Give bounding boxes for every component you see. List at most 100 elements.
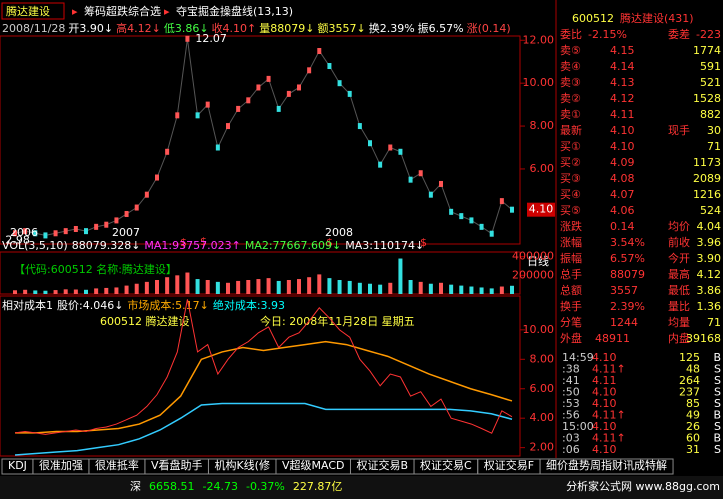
tab-label[interactable]: 很准加强 bbox=[39, 458, 83, 472]
volume-bar bbox=[155, 280, 159, 294]
marker: $ bbox=[200, 235, 207, 248]
tab-label[interactable]: 机构K线(修 bbox=[214, 458, 270, 472]
volume-header: MA1:93757.023↑ bbox=[144, 239, 240, 252]
book-cell: 4.10 bbox=[592, 386, 617, 399]
price-point bbox=[266, 75, 271, 82]
volume-header: MA3:110174↓ bbox=[345, 239, 424, 252]
book-cell: 14:59 bbox=[562, 351, 594, 364]
book-cell: 卖⑤ bbox=[560, 44, 581, 57]
year-label: 2007 bbox=[112, 226, 140, 239]
volume-bar bbox=[388, 282, 393, 294]
volume-bar bbox=[175, 275, 180, 294]
tab-label[interactable]: 权证交易F bbox=[484, 458, 534, 472]
volume-bar bbox=[499, 286, 504, 294]
price-point bbox=[317, 48, 322, 55]
tab-label[interactable]: 权证交易C bbox=[420, 458, 472, 472]
book-cell: 振幅 bbox=[560, 251, 582, 265]
last-price-label: 4.10 bbox=[529, 203, 554, 216]
price-point bbox=[307, 67, 312, 74]
book-cell: 521 bbox=[700, 76, 721, 89]
y-tick-label: 8.00 bbox=[530, 352, 555, 365]
book-cell: 6.57% bbox=[610, 252, 645, 265]
price-point bbox=[357, 123, 362, 130]
volume-bar bbox=[408, 280, 413, 294]
book-cell: 均价 bbox=[668, 220, 690, 233]
status-item: -0.37% bbox=[246, 480, 285, 493]
book-cell: 总额 bbox=[560, 283, 582, 297]
marker: $ bbox=[180, 236, 187, 249]
price-point bbox=[33, 230, 38, 237]
price-point bbox=[165, 148, 170, 155]
price-point bbox=[104, 221, 109, 228]
price-point bbox=[215, 144, 220, 151]
price-point bbox=[246, 97, 251, 104]
price-point bbox=[195, 112, 200, 119]
book-cell: :38 bbox=[562, 363, 580, 376]
tab[interactable] bbox=[539, 458, 674, 475]
volume-bar bbox=[276, 280, 281, 294]
volume-bar bbox=[205, 280, 210, 294]
book-cell: 0.14 bbox=[610, 220, 635, 233]
book-cell: S bbox=[714, 397, 721, 410]
volume-bar bbox=[256, 279, 261, 294]
book-cell: 委差 bbox=[668, 27, 690, 41]
volume-bar bbox=[185, 272, 190, 294]
volume-bar bbox=[347, 280, 352, 294]
book-cell: 卖② bbox=[560, 92, 581, 105]
book-cell: 4.13 bbox=[610, 76, 635, 89]
quote-item: 2008/11/28 bbox=[2, 22, 65, 35]
book-cell: 买① bbox=[560, 140, 581, 153]
volume-bar bbox=[459, 285, 464, 294]
volume-bar bbox=[297, 279, 301, 294]
volume-bar bbox=[195, 279, 200, 294]
tab-label[interactable]: V超级MACD bbox=[282, 458, 345, 472]
volume-bar bbox=[479, 287, 484, 294]
book-cell: 分笔 bbox=[560, 315, 582, 329]
book-cell: S bbox=[714, 386, 721, 399]
price-point bbox=[327, 63, 332, 70]
book-cell: 30 bbox=[707, 124, 721, 137]
volume-bar bbox=[418, 281, 423, 294]
book-cell: 卖③ bbox=[560, 76, 581, 89]
tab-label[interactable]: 很准抵率 bbox=[95, 458, 139, 472]
book-cell: 换手 bbox=[560, 299, 582, 313]
book-cell: 3557 bbox=[610, 284, 638, 297]
book-cell: S bbox=[714, 443, 721, 456]
period-label: 日线 bbox=[527, 254, 549, 268]
price-point bbox=[155, 174, 159, 181]
status-item: 6658.51 bbox=[149, 480, 195, 493]
status-bar bbox=[0, 476, 723, 499]
book-cell: 4.11 bbox=[610, 108, 635, 121]
price-point bbox=[276, 105, 281, 112]
stock-tab[interactable] bbox=[1, 2, 65, 20]
price-point bbox=[368, 140, 372, 147]
book-cell: 1173 bbox=[693, 156, 721, 169]
book-cell: 4.10 bbox=[592, 443, 617, 456]
volume-bar bbox=[327, 278, 332, 294]
book-cell: 4.11 bbox=[592, 374, 617, 387]
tab-label[interactable]: V看盘助手 bbox=[151, 458, 203, 472]
stock-tab-label[interactable]: 腾达建设 bbox=[6, 4, 50, 18]
price-point bbox=[378, 161, 383, 168]
tab-label[interactable]: 细价盘势周指财讯成特解 bbox=[546, 458, 667, 472]
price-point bbox=[479, 223, 484, 230]
volume-bar bbox=[286, 280, 291, 294]
y-tick-label: 12.00 bbox=[523, 33, 555, 46]
y-tick-label: 6.00 bbox=[530, 382, 555, 395]
formula-label[interactable]: 筹码超跌综合选 bbox=[84, 4, 161, 18]
formula-label[interactable]: 夺宝掘金操盘线(13,13) bbox=[176, 4, 293, 18]
book-cell: 4.12 bbox=[610, 92, 635, 105]
last-price-box bbox=[527, 202, 555, 217]
status-item: -24.73 bbox=[203, 480, 238, 493]
cost-header: 市场成本:5.17↓ bbox=[127, 298, 208, 312]
volume-bar bbox=[236, 280, 241, 294]
book-cell: 60 bbox=[686, 432, 700, 445]
book-cell: 买③ bbox=[560, 172, 581, 185]
volume-bar bbox=[144, 281, 149, 294]
book-cell: 最低 bbox=[668, 284, 690, 297]
price-point bbox=[469, 217, 474, 224]
cost-stock: 600512 腾达建设 bbox=[100, 314, 190, 328]
tab-label[interactable]: 权证交易B bbox=[356, 458, 408, 472]
tab-label[interactable]: KDJ bbox=[8, 459, 27, 472]
y-tick-label: 200000 bbox=[512, 268, 554, 281]
